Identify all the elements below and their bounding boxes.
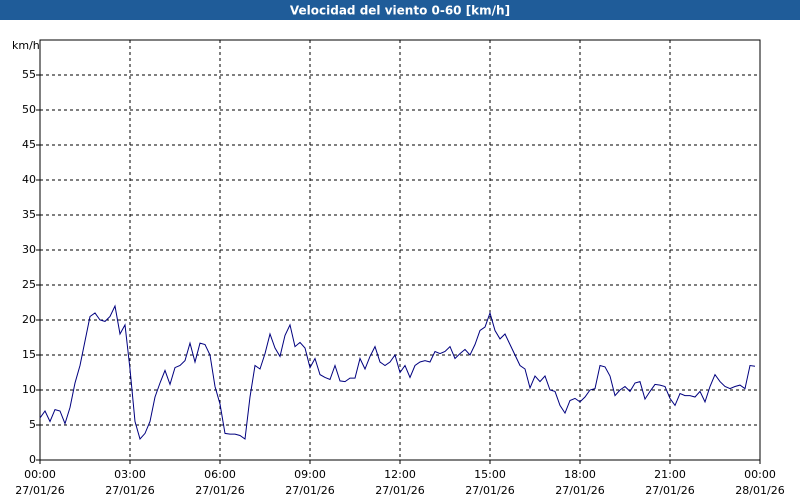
y-tick-label: 55 bbox=[22, 68, 36, 81]
x-tick-label: 15:00 bbox=[474, 468, 506, 481]
title-bar bbox=[0, 0, 800, 20]
y-tick-label: 20 bbox=[22, 313, 36, 326]
x-tick-date: 27/01/26 bbox=[645, 484, 694, 497]
x-tick-date: 27/01/26 bbox=[195, 484, 244, 497]
chart-title: Velocidad del viento 0-60 [km/h] bbox=[290, 4, 510, 18]
y-tick-label: 25 bbox=[22, 278, 36, 291]
x-tick-label: 03:00 bbox=[114, 468, 146, 481]
x-tick-label: 00:00 bbox=[744, 468, 776, 481]
y-tick-label: 5 bbox=[29, 418, 36, 431]
x-tick-date: 27/01/26 bbox=[105, 484, 154, 497]
x-tick-label: 21:00 bbox=[654, 468, 686, 481]
y-tick-label: 50 bbox=[22, 103, 36, 116]
data-line bbox=[39, 304, 756, 441]
x-tick-label: 00:00 bbox=[24, 468, 56, 481]
x-tick-date: 27/01/26 bbox=[375, 484, 424, 497]
x-tick-label: 06:00 bbox=[204, 468, 236, 481]
plot-border bbox=[39, 39, 761, 461]
y-tick-label: 10 bbox=[22, 383, 36, 396]
y-tick-label: 35 bbox=[22, 208, 36, 221]
x-tick-date: 28/01/26 bbox=[735, 484, 784, 497]
y-tick-label: 40 bbox=[22, 173, 36, 186]
y-tick-label: 0 bbox=[29, 453, 36, 466]
x-tick-date: 27/01/26 bbox=[15, 484, 64, 497]
y-tick-label: 30 bbox=[22, 243, 36, 256]
y-axis-label: km/h bbox=[12, 39, 40, 52]
x-tick-label: 09:00 bbox=[294, 468, 326, 481]
y-tick-label: 15 bbox=[22, 348, 36, 361]
y-tick-label: 45 bbox=[22, 138, 36, 151]
x-tick-date: 27/01/26 bbox=[555, 484, 604, 497]
x-tick-date: 27/01/26 bbox=[465, 484, 514, 497]
x-tick-label: 12:00 bbox=[384, 468, 416, 481]
x-tick-label: 18:00 bbox=[564, 468, 596, 481]
x-tick-date: 27/01/26 bbox=[285, 484, 334, 497]
